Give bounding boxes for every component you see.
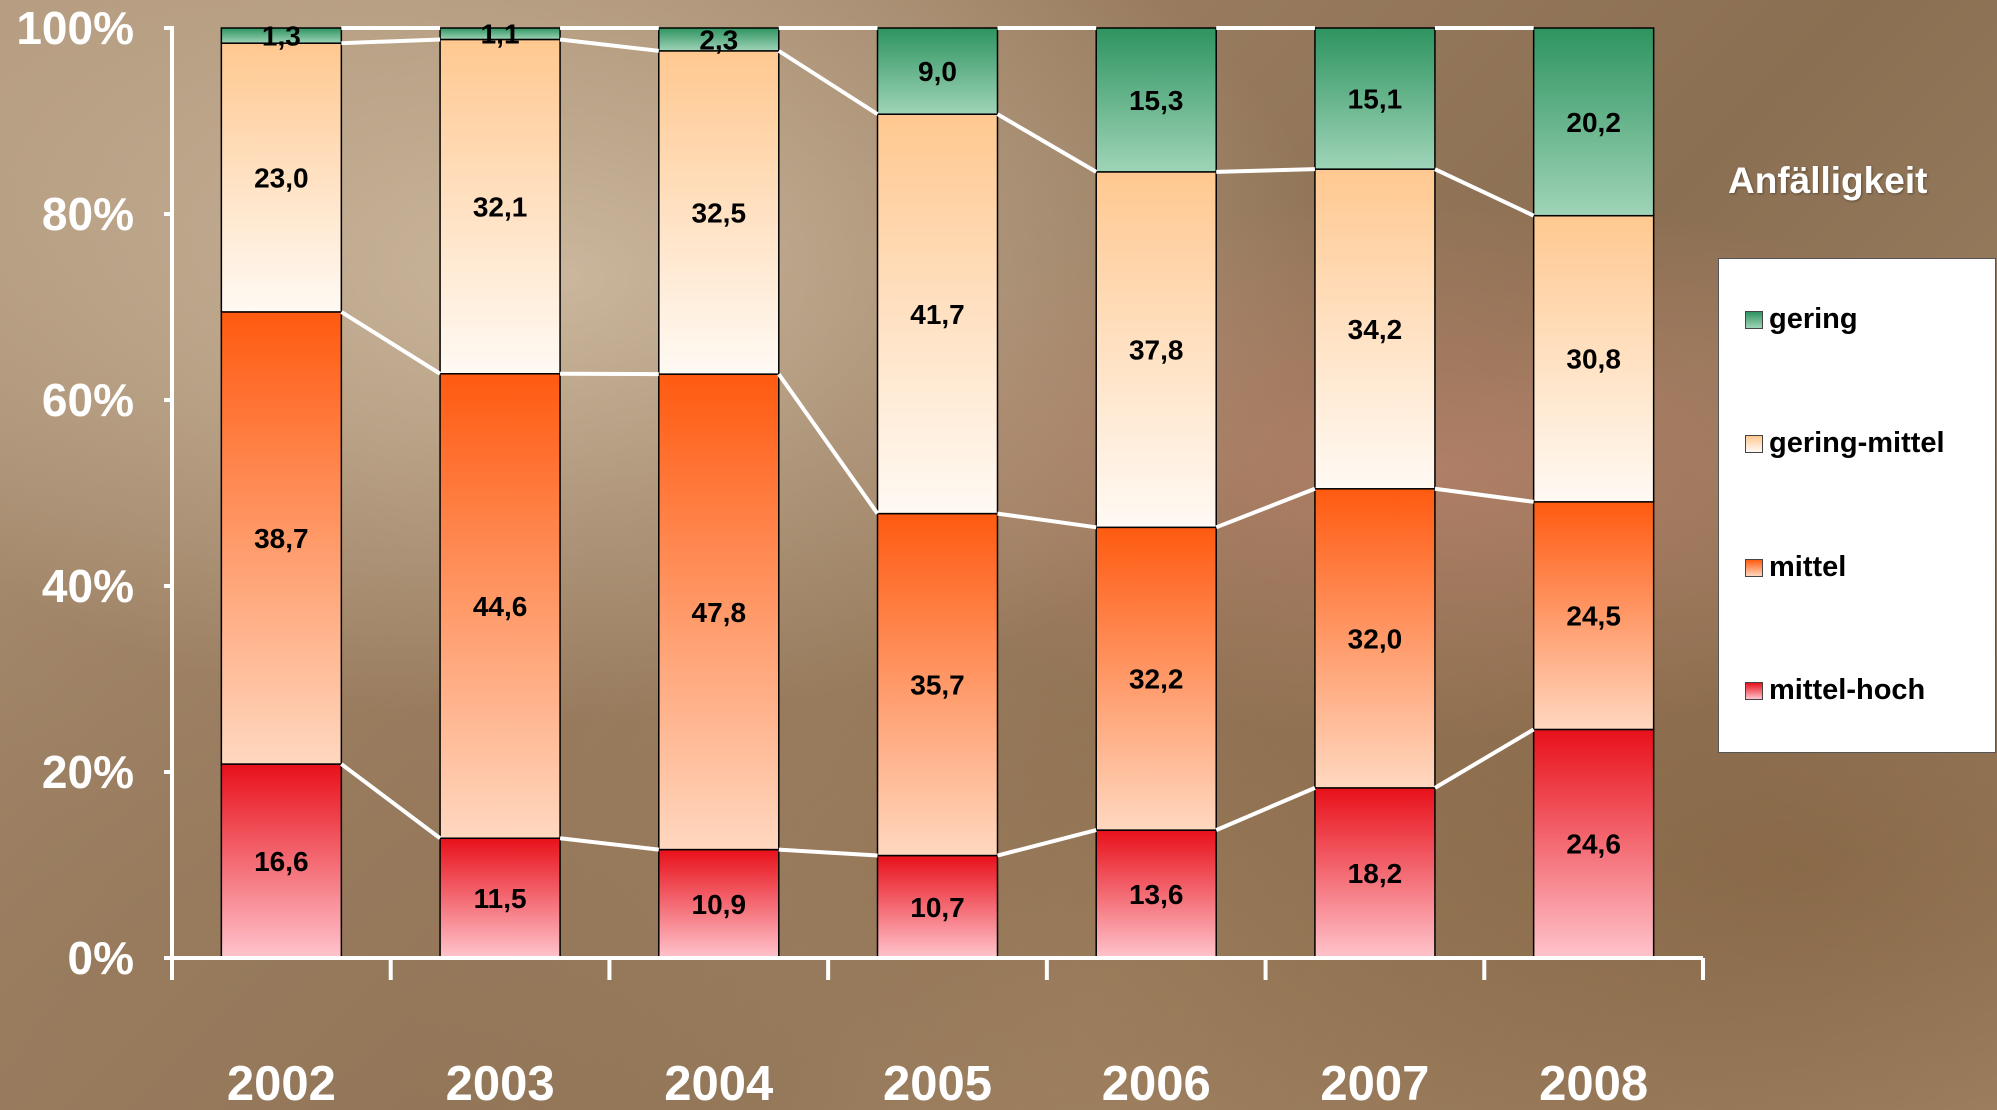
connector-lines xyxy=(340,26,1535,858)
connector-line xyxy=(1434,167,1535,218)
value-label-mittel-2005: 35,7 xyxy=(910,670,965,701)
value-label-mittel-2002: 38,7 xyxy=(254,523,309,554)
connector-line xyxy=(777,49,879,116)
connector-line xyxy=(997,511,1097,530)
bar-segment-mittel-hoch-2007 xyxy=(1314,787,1436,959)
value-label-gering-mittel-2008: 30,8 xyxy=(1566,344,1621,375)
x-tick-label-2004: 2004 xyxy=(664,1057,773,1110)
y-tick-label: 80% xyxy=(42,188,134,240)
connector-line xyxy=(997,828,1097,858)
value-label-mittel-hoch-2008: 24,6 xyxy=(1566,829,1621,860)
bar-segment-gering-mittel-2004 xyxy=(658,50,780,375)
legend-item-mittel-hoch: mittel-hoch xyxy=(1745,674,1925,707)
x-tick-label-2006: 2006 xyxy=(1102,1057,1211,1110)
legend-label-mittel-hoch: mittel-hoch xyxy=(1769,674,1926,706)
value-label-mittel-2003: 44,6 xyxy=(473,591,528,622)
value-label-mittel-hoch-2005: 10,7 xyxy=(910,892,965,923)
value-label-mittel-2008: 24,5 xyxy=(1566,601,1621,632)
connector-line xyxy=(1216,167,1315,174)
x-tick-label-2003: 2003 xyxy=(446,1057,555,1110)
bar-segment-gering-2008 xyxy=(1532,27,1655,217)
connector-line xyxy=(996,112,1098,174)
bar-segment-mittel-2006 xyxy=(1095,526,1217,831)
x-tick-label-2002: 2002 xyxy=(227,1057,336,1110)
value-label-gering-2004: 2,3 xyxy=(699,24,738,55)
value-label-gering-2003: 1,1 xyxy=(481,19,520,50)
value-label-mittel-hoch-2006: 13,6 xyxy=(1129,879,1184,910)
bar-segment-gering-2006 xyxy=(1095,27,1217,173)
legend-label-mittel: mittel xyxy=(1769,551,1847,583)
bar-segment-gering-2005 xyxy=(876,27,999,115)
bar-segment-mittel-2002 xyxy=(220,311,343,765)
legend-item-gering: gering xyxy=(1745,303,1858,336)
y-tick-label: 0% xyxy=(68,932,134,984)
value-label-gering-mittel-2005: 41,7 xyxy=(910,299,965,330)
bar-segment-gering-mittel-2008 xyxy=(1532,214,1655,503)
connector-line xyxy=(777,372,880,515)
bar-segment-gering-mittel-2007 xyxy=(1314,168,1436,490)
bar-segment-mittel-2005 xyxy=(876,512,999,857)
legend-title: Anfälligkeit xyxy=(1728,160,1928,201)
value-label-gering-mittel-2007: 34,2 xyxy=(1348,314,1403,345)
value-label-gering-mittel-2006: 37,8 xyxy=(1129,335,1184,366)
connector-line xyxy=(559,836,660,852)
connector-line xyxy=(559,37,660,53)
value-label-gering-2007: 15,1 xyxy=(1348,84,1403,115)
connector-line xyxy=(1215,786,1316,832)
value-label-mittel-2006: 32,2 xyxy=(1129,664,1184,695)
y-tick-label: 20% xyxy=(42,746,134,798)
value-label-mittel-2004: 47,8 xyxy=(692,597,747,628)
value-label-gering-2006: 15,3 xyxy=(1129,85,1184,116)
value-label-gering-2002: 1,3 xyxy=(262,21,301,52)
x-tick-label-2008: 2008 xyxy=(1539,1057,1648,1110)
bars-layer xyxy=(220,27,1655,959)
bar-segment-gering-2002 xyxy=(220,27,343,44)
legend-item-gering-mittel: gering-mittel xyxy=(1745,427,1945,460)
axes xyxy=(164,26,1705,980)
x-tick-label-2007: 2007 xyxy=(1320,1057,1429,1110)
value-label-gering-2005: 9,0 xyxy=(918,56,957,87)
value-label-mittel-hoch-2004: 10,9 xyxy=(692,889,747,920)
connector-line xyxy=(778,847,878,858)
legend-item-mittel: mittel xyxy=(1745,551,1846,584)
legend-swatch-mittel xyxy=(1745,558,1763,577)
connector-line xyxy=(1433,727,1535,790)
legend-swatch-gering xyxy=(1745,310,1763,329)
bar-segment-mittel-hoch-2002 xyxy=(220,763,343,959)
y-tick-label: 60% xyxy=(42,374,134,426)
bar-segment-mittel-2008 xyxy=(1532,501,1655,731)
value-label-mittel-hoch-2002: 16,6 xyxy=(254,846,309,877)
bar-segment-gering-mittel-2006 xyxy=(1095,171,1217,529)
legend-swatch-mittel-hoch xyxy=(1745,681,1763,700)
legend-swatch-gering-mittel xyxy=(1745,434,1763,453)
connector-line xyxy=(1434,486,1534,504)
bar-segment-mittel-hoch-2004 xyxy=(658,848,780,959)
bar-segment-gering-mittel-2003 xyxy=(439,38,561,375)
bar-segment-gering-mittel-2005 xyxy=(876,113,999,515)
value-label-gering-mittel-2003: 32,1 xyxy=(473,192,528,223)
bar-segment-mittel-2007 xyxy=(1314,488,1436,789)
legend: gering gering-mittel mittel mittel-hoch xyxy=(1718,258,1996,753)
bar-segment-gering-2007 xyxy=(1314,27,1436,170)
legend-label-gering: gering xyxy=(1769,303,1858,335)
bar-segment-gering-2004 xyxy=(658,27,780,52)
value-label-mittel-hoch-2003: 11,5 xyxy=(474,883,527,914)
value-label-mittel-2007: 32,0 xyxy=(1348,623,1403,654)
value-label-gering-mittel-2004: 32,5 xyxy=(692,198,747,229)
bar-segment-mittel-2003 xyxy=(439,373,561,839)
bar-segment-gering-2003 xyxy=(439,27,561,41)
value-label-mittel-hoch-2007: 18,2 xyxy=(1348,858,1403,889)
connector-line xyxy=(341,37,441,46)
x-tick-label-2005: 2005 xyxy=(883,1057,992,1110)
y-tick-label: 100% xyxy=(16,2,134,54)
connector-line xyxy=(1215,486,1316,530)
connector-line xyxy=(340,762,442,840)
legend-label-gering-mittel: gering-mittel xyxy=(1769,427,1945,459)
y-tick-label: 40% xyxy=(42,560,134,612)
connector-line xyxy=(340,310,442,376)
value-label-gering-2008: 20,2 xyxy=(1566,107,1621,138)
value-labels: 16,6 38,7 23,0 1,3 2002 11,5 44,6 32,1 1,1 2003 10… xyxy=(16,2,1648,1110)
value-label-gering-mittel-2002: 23,0 xyxy=(254,163,309,194)
